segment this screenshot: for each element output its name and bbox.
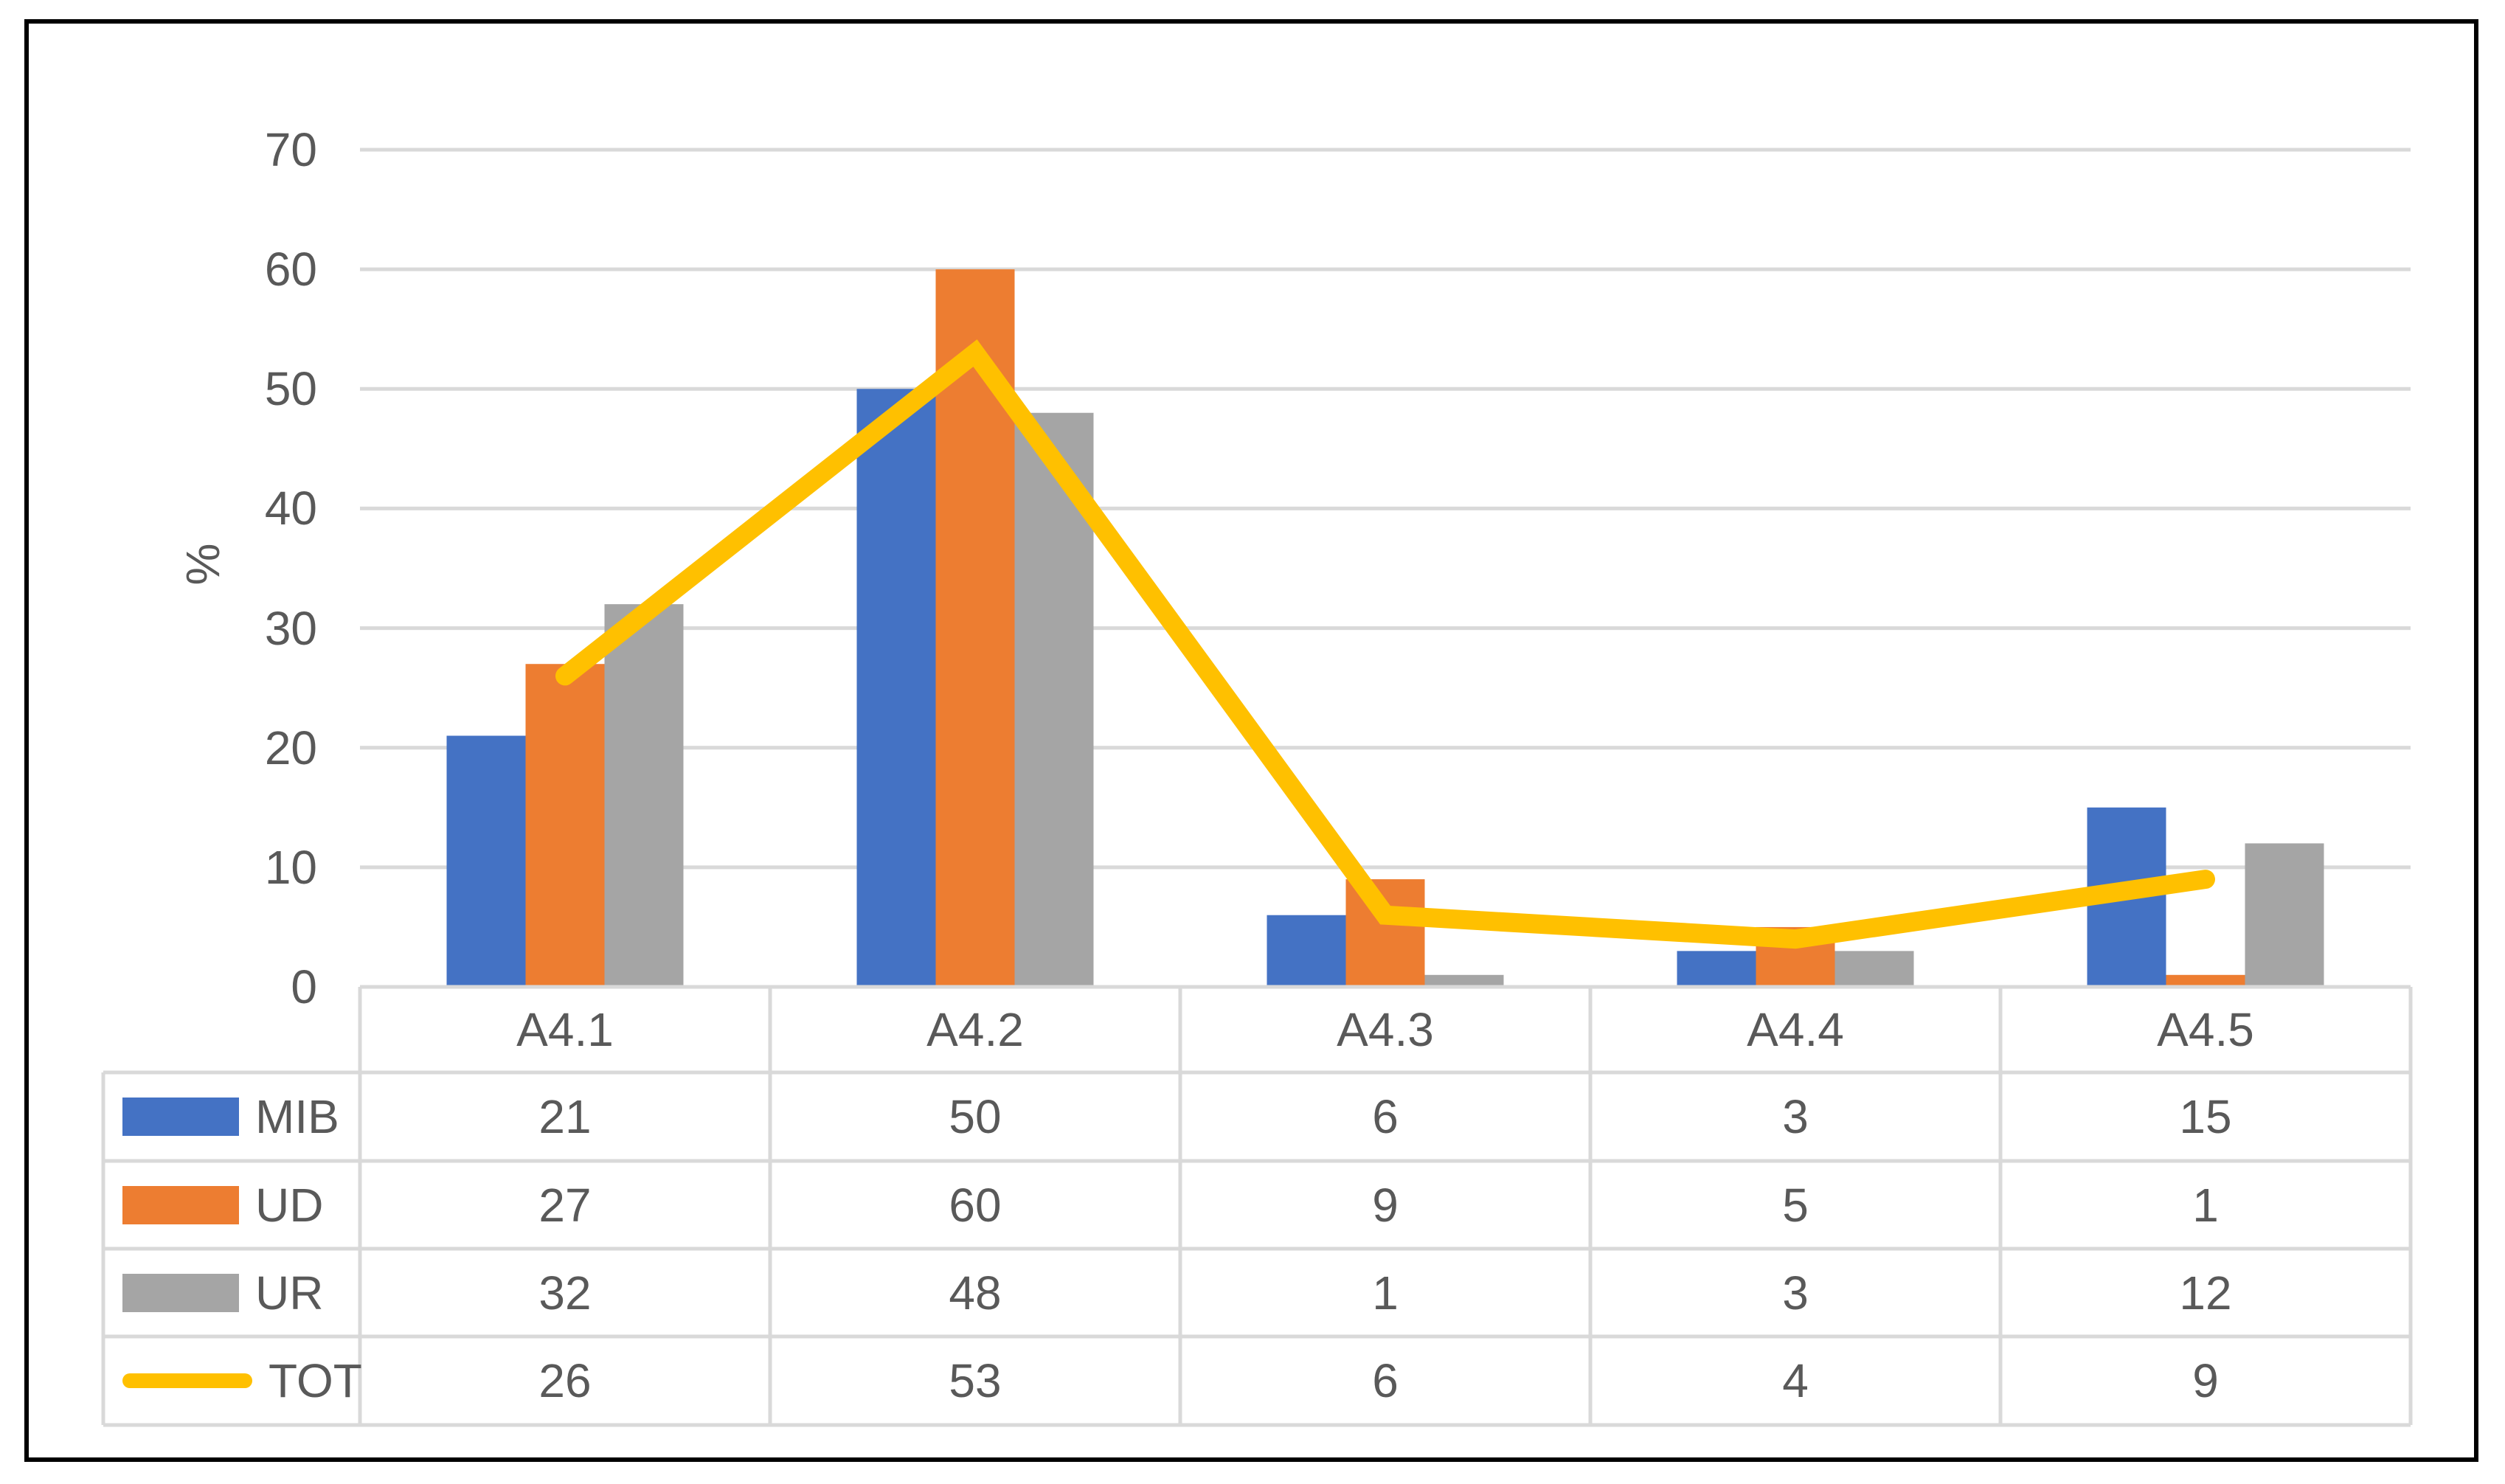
table-cell-mib-a4-1: 21	[538, 1090, 592, 1143]
legend-item-ud: UD	[103, 1161, 360, 1249]
line-series-TOT	[555, 339, 2215, 949]
ud-series-label: UD	[255, 1178, 324, 1232]
table-cell-ud-a4-3: 9	[1372, 1178, 1399, 1232]
y-tick-40: 40	[264, 482, 317, 535]
ur-series-swatch	[122, 1273, 239, 1312]
table-cell-tot-a4-4: 4	[1782, 1354, 1809, 1407]
table-cell-mib-a4-2: 50	[949, 1090, 1002, 1143]
table-header-a4-5: A4.5	[2157, 1003, 2254, 1056]
table-header-a4-2: A4.2	[926, 1003, 1024, 1056]
mib-series-label: MIB	[255, 1090, 339, 1143]
table-cell-ur-a4-5: 12	[2179, 1266, 2232, 1320]
table-cell-mib-a4-3: 6	[1372, 1090, 1399, 1143]
bar-UD-A4.1	[525, 664, 605, 987]
tot-series-swatch	[122, 1373, 252, 1388]
bar-UD-A4.5	[2166, 974, 2245, 987]
table-cell-ud-a4-1: 27	[538, 1178, 592, 1232]
table-header-a4-4: A4.4	[1747, 1003, 1844, 1056]
bar-UR-A4.5	[2245, 843, 2324, 987]
table-cell-ur-a4-3: 1	[1372, 1266, 1399, 1320]
ud-series-swatch	[122, 1185, 239, 1224]
y-tick-20: 20	[264, 721, 317, 774]
y-tick-70: 70	[264, 123, 317, 176]
bar-MIB-A4.2	[856, 389, 936, 987]
table-cell-tot-a4-1: 26	[538, 1354, 592, 1407]
table-cell-ur-a4-4: 3	[1782, 1266, 1809, 1320]
table-cell-tot-a4-2: 53	[949, 1354, 1002, 1407]
tot-series-label: TOT	[268, 1354, 362, 1407]
table-cell-ur-a4-2: 48	[949, 1266, 1002, 1320]
ur-series-label: UR	[255, 1266, 324, 1320]
y-tick-0: 0	[291, 960, 317, 1013]
table-header-a4-1: A4.1	[516, 1003, 614, 1056]
bar-MIB-A4.1	[446, 735, 526, 987]
y-tick-10: 10	[264, 841, 317, 894]
table-cell-tot-a4-3: 6	[1372, 1354, 1399, 1407]
legend-item-tot: TOT	[103, 1336, 362, 1425]
table-cell-mib-a4-4: 3	[1782, 1090, 1809, 1143]
bar-UR-A4.4	[1834, 951, 1914, 987]
y-tick-50: 50	[264, 362, 317, 415]
table-cell-ud-a4-4: 5	[1782, 1178, 1809, 1232]
bar-MIB-A4.3	[1267, 915, 1346, 987]
bar-UD-A4.3	[1345, 879, 1425, 987]
bar-UR-A4.3	[1424, 974, 1504, 987]
y-tick-30: 30	[264, 602, 317, 655]
bar-UR-A4.1	[604, 604, 684, 987]
legend-item-mib: MIB	[103, 1072, 360, 1161]
y-tick-60: 60	[264, 243, 317, 296]
table-header-a4-3: A4.3	[1337, 1003, 1434, 1056]
table-cell-ud-a4-2: 60	[949, 1178, 1002, 1232]
table-cell-ur-a4-1: 32	[538, 1266, 592, 1320]
bar-MIB-A4.4	[1677, 951, 1756, 987]
table-cell-mib-a4-5: 15	[2179, 1090, 2232, 1143]
table-cell-ud-a4-5: 1	[2192, 1178, 2219, 1232]
legend-item-ur: UR	[103, 1249, 360, 1336]
table-cell-tot-a4-5: 9	[2192, 1354, 2219, 1407]
mib-series-swatch	[122, 1098, 239, 1136]
